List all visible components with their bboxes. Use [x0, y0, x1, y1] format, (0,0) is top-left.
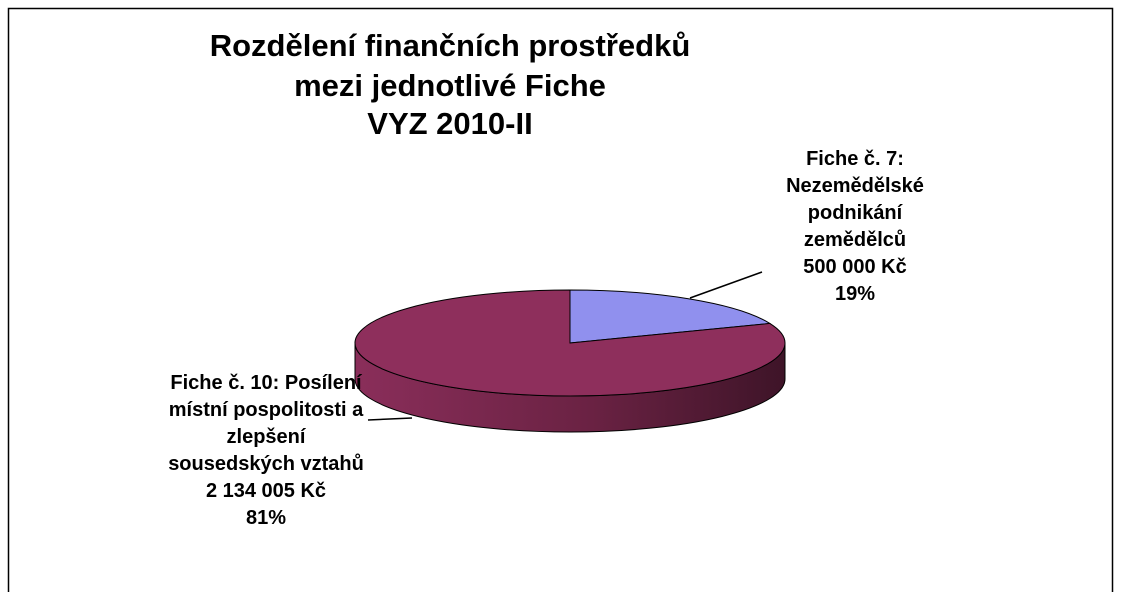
category-label: Fiche č. 7: Nezemědělské podnikání zeměd… [786, 148, 924, 251]
pie-slice [354, 289, 786, 397]
category-label: Fiche č. 10: Posílení místní pospolitost… [168, 372, 364, 475]
chart-title: Rozdělení finančních prostředků [210, 28, 691, 63]
percentage-label: 81% [245, 507, 287, 529]
chart-title: mezi jednotlivé Fiche [294, 68, 606, 103]
slice-label: Fiche č. 10: Posílení místní pospolitost… [146, 370, 386, 532]
leader-line [367, 417, 413, 421]
chart-title: VYZ 2010-II [367, 106, 532, 141]
leader-line [689, 271, 763, 299]
percentage-label: 19% [834, 283, 876, 305]
pie-slice [569, 289, 772, 344]
frame [7, 7, 1114, 592]
value-label: 500 000 Kč [803, 256, 907, 278]
slice-label: Fiche č. 7: Nezemědělské podnikání zeměd… [735, 146, 975, 308]
value-label: 2 134 005 Kč [205, 480, 327, 502]
